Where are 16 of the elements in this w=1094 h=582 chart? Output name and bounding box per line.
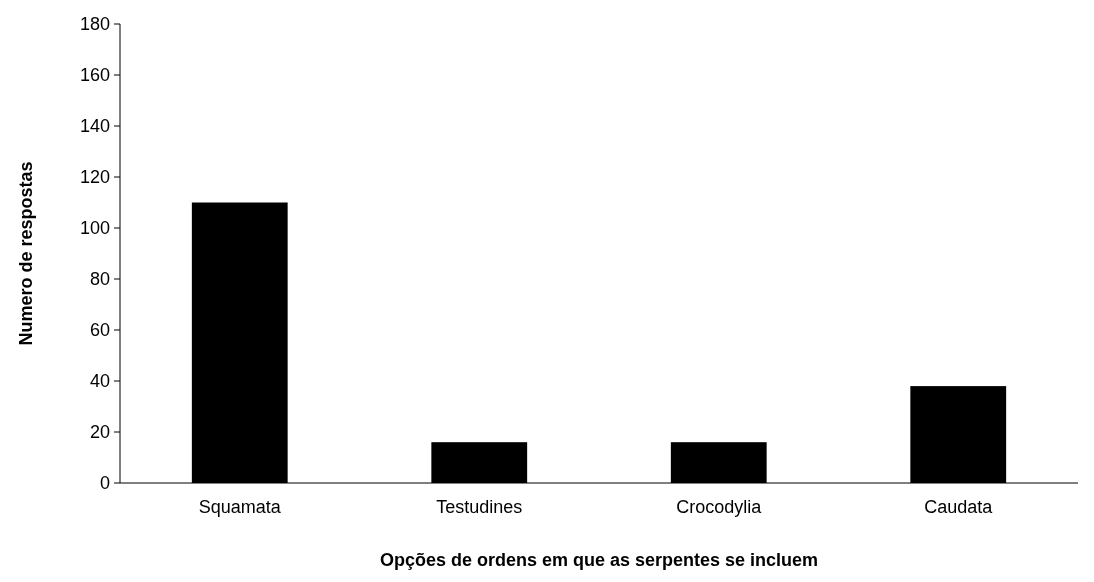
y-axis-title: Numero de respostas bbox=[16, 161, 36, 346]
y-tick-label: 0 bbox=[99, 473, 110, 494]
x-tick-label: Crocodylia bbox=[676, 497, 763, 517]
x-tick-label: Squamata bbox=[198, 497, 282, 517]
y-tick-label: 100 bbox=[79, 218, 110, 239]
y-tick-label: 60 bbox=[89, 320, 110, 341]
y-tick-label: 40 bbox=[89, 371, 110, 392]
y-tick-label: 80 bbox=[89, 269, 110, 290]
y-tick-label: 140 bbox=[79, 116, 110, 137]
y-tick-label: 180 bbox=[79, 14, 110, 35]
x-axis-title: Opções de ordens em que as serpentes se incluem bbox=[379, 550, 819, 570]
y-tick-label: 120 bbox=[79, 167, 110, 188]
x-tick-label: Caudata bbox=[924, 497, 994, 517]
x-tick-label: Testudines bbox=[436, 497, 523, 517]
y-tick-label: 20 bbox=[89, 422, 110, 443]
y-tick-label: 160 bbox=[79, 65, 110, 86]
